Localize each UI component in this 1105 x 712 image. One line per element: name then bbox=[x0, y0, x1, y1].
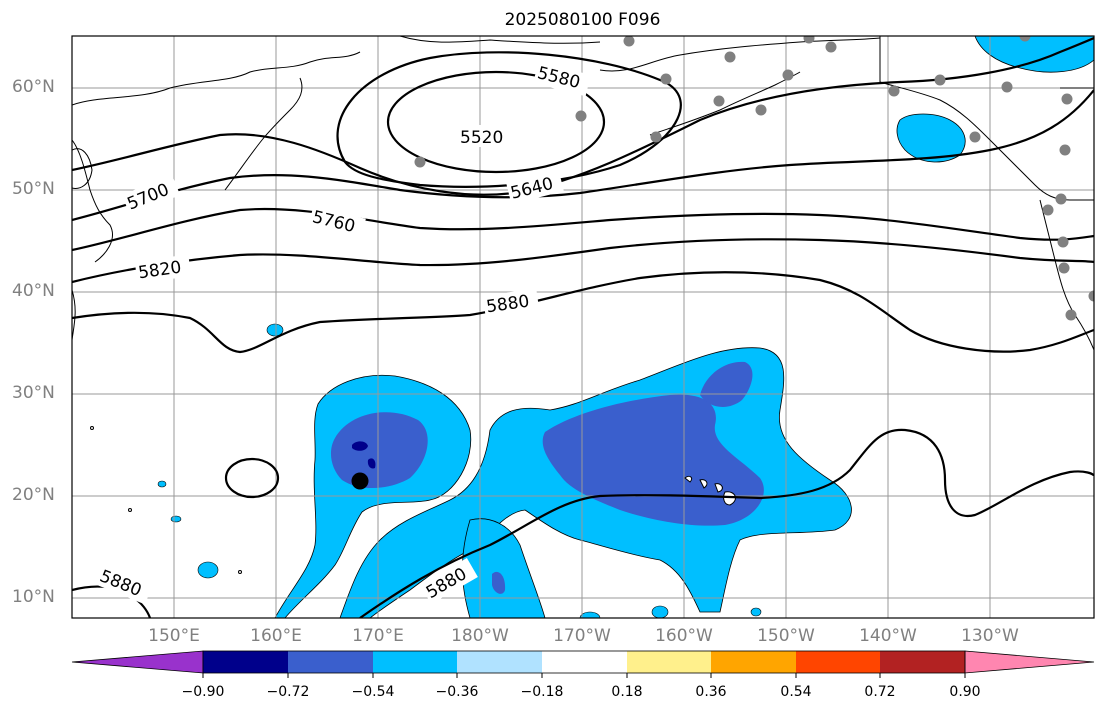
anomaly-cell bbox=[170, 515, 182, 523]
colorbar-tick-label: −0.54 bbox=[351, 684, 395, 700]
lon-label: 150°W bbox=[757, 626, 815, 646]
colorbar-swatch bbox=[542, 651, 627, 673]
anomaly-region-south bbox=[462, 518, 546, 618]
anomaly-core-small bbox=[492, 571, 506, 594]
contour-5880-south bbox=[359, 428, 1094, 618]
contour-label: 5520 bbox=[460, 128, 503, 148]
lat-label: 10°N bbox=[12, 587, 55, 607]
anomaly-core-central bbox=[542, 394, 764, 526]
anomaly-core-east bbox=[700, 361, 753, 407]
lon-label: 180°W bbox=[451, 626, 509, 646]
anomaly-cell bbox=[157, 480, 167, 488]
anomaly-core-west bbox=[330, 412, 428, 489]
contour-label: 5640 bbox=[509, 174, 556, 204]
lat-label: 20°N bbox=[12, 485, 55, 505]
contour-5760 bbox=[72, 207, 1094, 252]
colorbar bbox=[71, 650, 1095, 678]
contour-5640 bbox=[72, 36, 1094, 196]
anomaly-cell bbox=[197, 561, 219, 579]
map-title: 2025080100 F096 bbox=[504, 10, 661, 30]
lat-label: 60°N bbox=[12, 77, 55, 97]
lon-label: 140°W bbox=[859, 626, 917, 646]
coastlines bbox=[72, 36, 1094, 351]
colorbar-tick-label: 0.72 bbox=[864, 684, 896, 700]
anomaly-cell bbox=[651, 605, 669, 618]
contour-5820 bbox=[72, 238, 1094, 284]
lon-label: 160°E bbox=[250, 626, 302, 646]
colorbar-tick-label: −0.36 bbox=[435, 684, 479, 700]
lat-label: 30°N bbox=[12, 383, 55, 403]
colorbar-tick-label: −0.18 bbox=[520, 684, 564, 700]
lon-label: 150°E bbox=[148, 626, 200, 646]
colorbar-swatch bbox=[627, 651, 711, 673]
colorbar-swatch bbox=[880, 651, 965, 673]
lat-label: 50°N bbox=[12, 179, 55, 199]
shaded-anomaly-fields bbox=[157, 36, 1094, 618]
colorbar-swatch bbox=[373, 651, 457, 673]
colorbar-tick-label: 0.18 bbox=[611, 684, 643, 700]
colorbar-swatch bbox=[711, 651, 796, 673]
storm-center-marker bbox=[351, 472, 369, 490]
anomaly-region-northeast bbox=[974, 36, 1094, 73]
colorbar-tick-label: 0.36 bbox=[695, 684, 727, 700]
contour-5880-closed bbox=[224, 457, 280, 499]
anomaly-cell bbox=[266, 323, 284, 337]
lat-label: 40°N bbox=[12, 281, 55, 301]
colorbar-frame bbox=[202, 650, 966, 674]
colorbar-tick-label: −0.90 bbox=[181, 684, 225, 700]
height-contours bbox=[72, 36, 1094, 618]
anomaly-cell bbox=[750, 607, 762, 617]
colorbar-tick-label: 0.54 bbox=[780, 684, 812, 700]
contour-label-group: 5520 5580 5640 5700 5760 5820 5880 5880 … bbox=[94, 61, 591, 605]
colorbar-swatch bbox=[288, 651, 373, 673]
colorbar-swatch bbox=[796, 651, 880, 673]
map-gridlines bbox=[72, 36, 1094, 618]
colorbar-swatch bbox=[203, 651, 288, 673]
lon-label: 130°W bbox=[961, 626, 1019, 646]
colorbar-swatch bbox=[457, 651, 542, 673]
lon-label: 160°W bbox=[655, 626, 713, 646]
map-frame bbox=[71, 35, 1095, 619]
colorbar-tick-label: −0.72 bbox=[266, 684, 310, 700]
contour-5520 bbox=[386, 70, 606, 174]
anomaly-deep-core-2 bbox=[367, 458, 376, 469]
anomaly-deep-core bbox=[352, 441, 368, 451]
anomaly-cell bbox=[579, 611, 601, 618]
colorbar-extend-high bbox=[964, 650, 1095, 674]
colorbar-extend-low bbox=[71, 650, 204, 674]
contour-5580 bbox=[336, 51, 682, 188]
station-markers bbox=[414, 36, 1094, 321]
lon-label: 170°E bbox=[352, 626, 404, 646]
lon-label: 170°W bbox=[553, 626, 611, 646]
contour-5880 bbox=[72, 271, 1094, 354]
contour-5700 bbox=[72, 89, 1094, 222]
colorbar-tick-label: 0.90 bbox=[949, 684, 981, 700]
